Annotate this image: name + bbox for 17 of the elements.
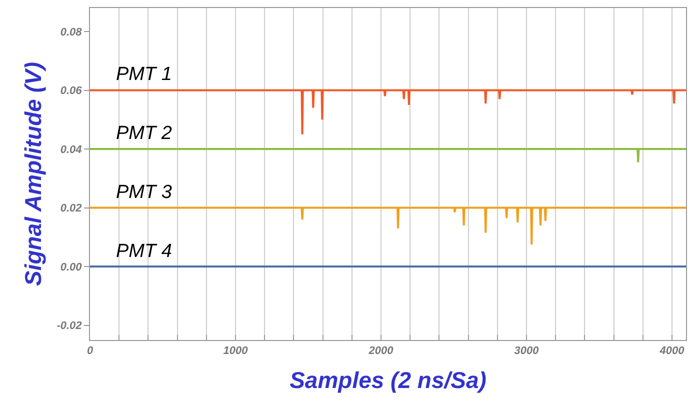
series-label: PMT 3 [116,182,172,203]
series-label: PMT 1 [116,64,172,85]
x-tick-label: 0 [86,345,94,358]
y-axis-title: Signal Amplitude (V) [20,62,46,286]
y-tick-label: -0.02 [56,320,82,332]
y-tick-label: 0.04 [60,144,82,156]
y-tick-label: 0.08 [60,26,83,38]
x-axis-title: Samples (2 ns/Sa) [290,366,486,393]
y-tick-label: 0.02 [60,202,82,215]
y-tick-label: 0.00 [60,261,83,274]
x-tick-label: 4000 [658,345,686,358]
x-tick-label: 3000 [514,345,540,358]
x-tick-label: 1000 [223,345,249,358]
x-tick-label: 2000 [368,345,394,358]
series-label: PMT 2 [116,123,172,144]
series-label: PMT 4 [116,241,172,262]
y-tick-label: 0.06 [60,85,83,98]
